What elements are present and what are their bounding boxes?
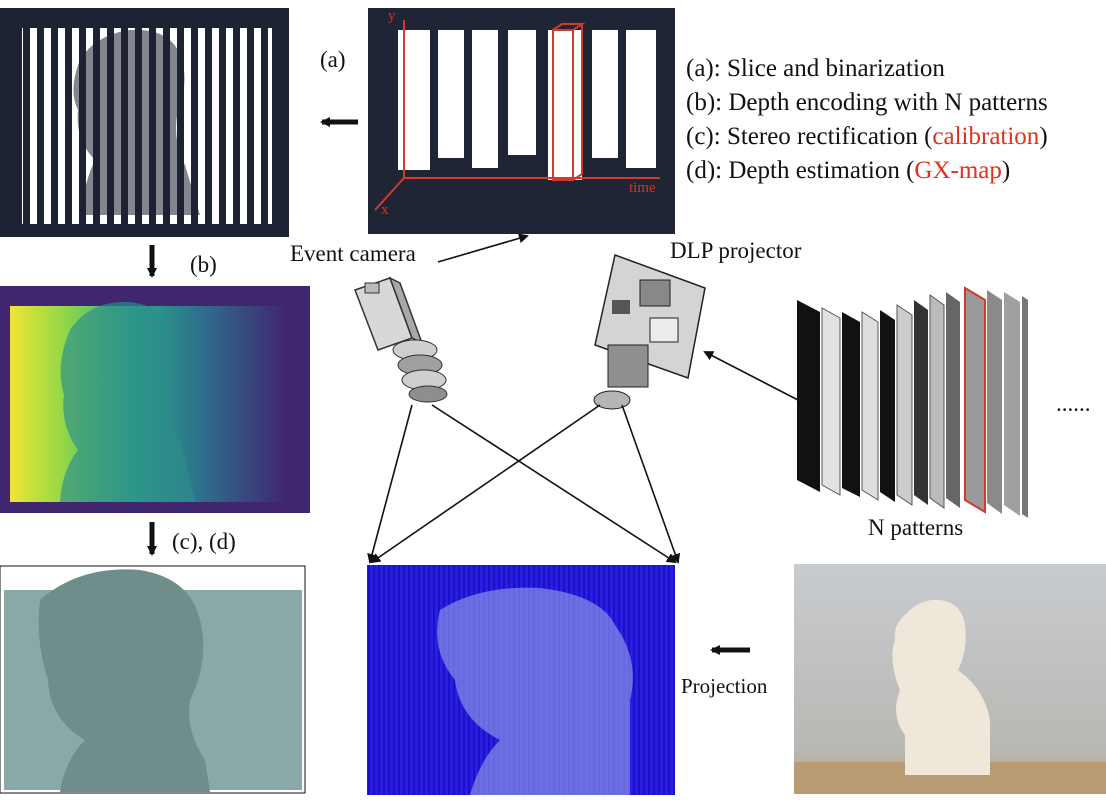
legend-c-highlight: calibration — [932, 123, 1040, 150]
flow-arrows — [147, 117, 799, 655]
n-patterns-stack — [797, 286, 1028, 518]
legend: (a): Slice and binarization (b): Depth e… — [686, 52, 1048, 188]
legend-d-prefix: (d): Depth estimation ( — [686, 157, 915, 184]
label-b: (b) — [190, 252, 217, 277]
bust-photo-panel — [794, 564, 1106, 794]
mesh-reconstruction-panel — [0, 565, 306, 794]
fringe-pattern-panel — [0, 8, 289, 237]
event-slice-panel — [368, 8, 675, 234]
ray-camera-left — [367, 404, 413, 564]
legend-c-suffix: ) — [1039, 123, 1048, 150]
legend-item-b: (b): Depth encoding with N patterns — [686, 89, 1048, 116]
label-dlp-projector: DLP projector — [670, 238, 802, 263]
label-event-camera: Event camera — [290, 241, 416, 266]
projection-result-panel — [367, 565, 675, 795]
label-cd: (c), (d) — [172, 529, 236, 554]
arrow-camera-to-slice — [437, 233, 529, 263]
legend-d-highlight: GX-map — [914, 157, 1002, 184]
legend-item-a: (a): Slice and binarization — [686, 55, 945, 82]
legend-item-d: (d): Depth estimation (GX-map) — [686, 154, 1048, 188]
slice-axis-time: time — [629, 180, 656, 196]
depth-map-panel — [0, 286, 310, 513]
event-camera-illustration — [354, 276, 448, 403]
slice-axis-x: x — [381, 202, 389, 218]
slice-axis-y: y — [388, 8, 396, 24]
legend-c-prefix: (c): Stereo rectification ( — [686, 123, 933, 150]
label-projection: Projection — [681, 674, 768, 698]
legend-d-suffix: ) — [1001, 157, 1011, 184]
dlp-projector-illustration — [593, 254, 706, 410]
label-a: (a) — [320, 47, 346, 72]
ray-projector-right — [621, 404, 681, 564]
arrow-patterns-to-projector — [703, 351, 799, 401]
label-n-patterns: N patterns — [868, 515, 964, 540]
ray-camera-right — [431, 404, 677, 564]
ray-projector-left — [370, 404, 601, 564]
legend-item-c: (c): Stereo rectification (calibration) — [686, 120, 1048, 154]
label-ellipsis: ...... — [1056, 391, 1091, 416]
